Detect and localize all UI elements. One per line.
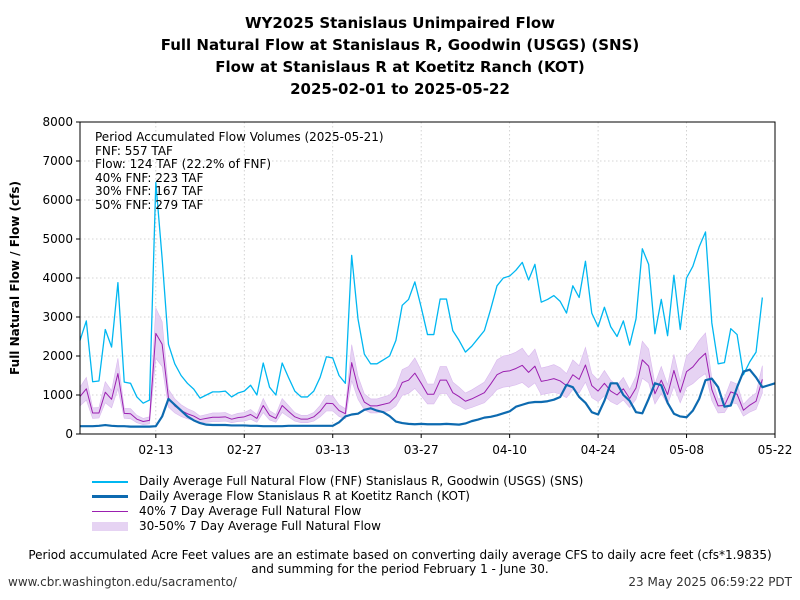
footnote-line-1: Period accumulated Acre Feet values are … xyxy=(28,548,772,562)
x-tick-label: 02-27 xyxy=(227,443,262,457)
legend-label-flow: Daily Average Flow Stanislaus R at Koeti… xyxy=(139,489,470,503)
x-tick-label: 05-22 xyxy=(758,443,793,457)
x-tick-label: 04-24 xyxy=(581,443,616,457)
legend-item-band: 30-50% 7 Day Average Full Natural Flow xyxy=(92,519,583,534)
annotation-line: FNF: 557 TAF xyxy=(95,143,173,158)
x-tick-label: 03-27 xyxy=(404,443,439,457)
annotation-line: Period Accumulated Flow Volumes (2025-05… xyxy=(95,130,384,144)
y-axis-label: Full Natural Flow / Flow (cfs) xyxy=(8,181,22,375)
chart-title: WY2025 Stanislaus Unimpaired Flow Full N… xyxy=(0,12,800,100)
y-tick-label: 2000 xyxy=(42,349,73,363)
legend-swatch-fnf xyxy=(92,474,128,489)
accumulated-volume-annotation: Period Accumulated Flow Volumes (2025-05… xyxy=(95,130,384,213)
footnote: Period accumulated Acre Feet values are … xyxy=(0,548,800,576)
annotation-line: 40% FNF: 223 TAF xyxy=(95,170,204,185)
generated-timestamp: 23 May 2025 06:59:22 PDT xyxy=(628,575,792,589)
legend-label-fnf: Daily Average Full Natural Flow (FNF) St… xyxy=(139,474,584,488)
legend-item-fnf: Daily Average Full Natural Flow (FNF) St… xyxy=(92,474,583,489)
annotation-line: Flow: 124 TAF (22.2% of FNF) xyxy=(95,157,272,172)
y-tick-label: 0 xyxy=(65,427,73,441)
legend-swatch-band xyxy=(92,519,128,534)
annotation-line: 50% FNF: 279 TAF xyxy=(95,197,204,212)
plot-frame xyxy=(79,121,776,435)
legend-item-40pct: 40% 7 Day Average Full Natural Flow xyxy=(92,504,583,519)
footnote-line-2: and summing for the period February 1 - … xyxy=(251,562,549,576)
y-tick-label: 7000 xyxy=(42,154,73,168)
y-tick-label: 1000 xyxy=(42,388,73,402)
title-line-1: WY2025 Stanislaus Unimpaired Flow xyxy=(244,14,556,32)
y-tick-label: 3000 xyxy=(42,310,73,324)
source-url: www.cbr.washington.edu/sacramento/ xyxy=(8,575,237,589)
title-line-2: Full Natural Flow at Stanislaus R, Goodw… xyxy=(160,36,640,54)
y-tick-label: 4000 xyxy=(42,271,73,285)
legend-swatch-40pct xyxy=(92,504,128,519)
line-flow-kot xyxy=(80,368,776,428)
y-tick-label: 6000 xyxy=(42,193,73,207)
line-40pct-7day-fnf xyxy=(79,332,763,423)
annotation-line: 30% FNF: 167 TAF xyxy=(95,184,204,199)
line-fnf-sns xyxy=(79,181,764,404)
x-tick-label: 02-13 xyxy=(138,443,173,457)
title-line-4: 2025-02-01 to 2025-05-22 xyxy=(290,80,510,98)
y-tick-label: 8000 xyxy=(42,115,73,129)
legend: Daily Average Full Natural Flow (FNF) St… xyxy=(92,474,583,534)
x-tick-label: 03-13 xyxy=(315,443,350,457)
band-30-50-pct xyxy=(79,307,763,425)
title-line-3: Flow at Stanislaus R at Koetitz Ranch (K… xyxy=(215,58,585,76)
legend-item-flow: Daily Average Flow Stanislaus R at Koeti… xyxy=(92,489,583,504)
y-tick-label: 5000 xyxy=(42,232,73,246)
legend-label-40pct: 40% 7 Day Average Full Natural Flow xyxy=(139,504,362,518)
legend-label-band: 30-50% 7 Day Average Full Natural Flow xyxy=(139,519,381,533)
x-tick-label: 05-08 xyxy=(669,443,704,457)
legend-swatch-flow xyxy=(92,489,128,504)
x-tick-label: 04-10 xyxy=(492,443,527,457)
